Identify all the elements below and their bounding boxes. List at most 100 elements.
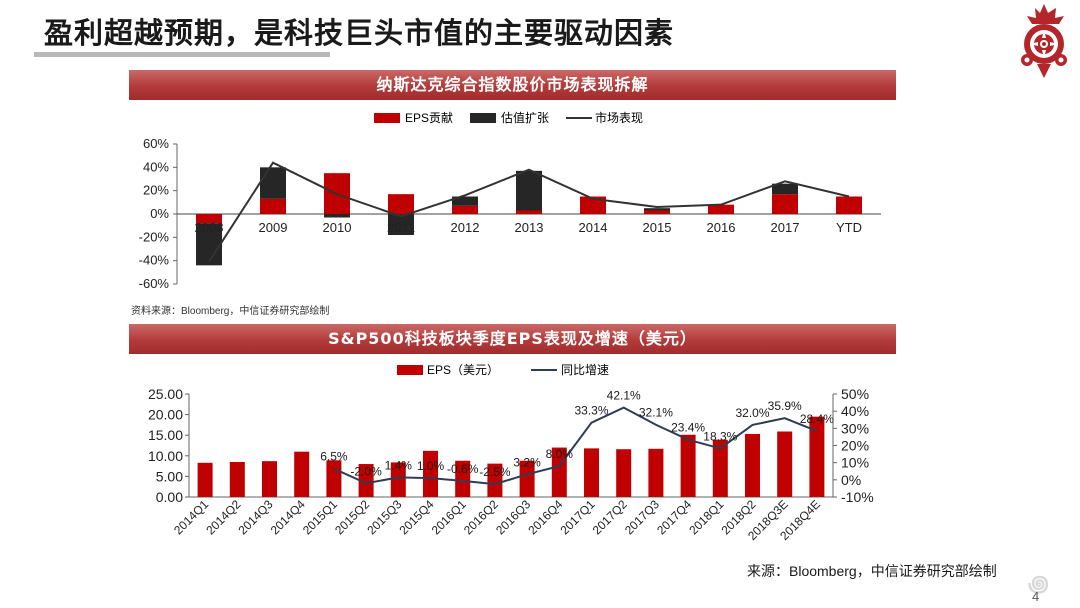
y-tick-label: 10.00 xyxy=(148,448,183,464)
yoy-data-label: 35.9% xyxy=(768,399,802,413)
yoy-data-label: 42.1% xyxy=(607,389,641,403)
yoy-data-label: -0.6% xyxy=(447,462,479,476)
y2-tick-label: 0% xyxy=(841,472,861,488)
legend-valuation-swatch xyxy=(470,113,496,123)
yoy-data-label: 18.3% xyxy=(703,429,737,443)
yoy-data-label: 8.0% xyxy=(546,447,574,461)
x-tick-label: 2016Q4 xyxy=(525,497,565,537)
x-tick-label: 2009 xyxy=(259,220,288,235)
x-tick-label: 2017Q2 xyxy=(590,497,630,537)
x-tick-label: 2014 xyxy=(579,220,608,235)
legend-eps-usd-label: EPS（美元） xyxy=(427,363,499,377)
eps-contribution-bar xyxy=(772,194,798,214)
legend-market-label: 市场表现 xyxy=(595,110,643,125)
eps-bar xyxy=(262,461,277,497)
x-tick-label: 2016 xyxy=(707,220,736,235)
yoy-data-label: 1.0% xyxy=(417,459,445,473)
eps-bar xyxy=(648,448,664,497)
watermark: ꩜ xyxy=(1028,571,1049,596)
crown-logo-icon xyxy=(1021,4,1067,78)
eps-bar xyxy=(390,462,406,497)
eps-bar xyxy=(745,433,760,497)
x-tick-label: YTD xyxy=(836,220,862,235)
x-tick-label: 2017Q3 xyxy=(622,497,662,537)
eps-bar xyxy=(197,462,213,497)
eps-contribution-bar xyxy=(644,210,670,214)
yoy-growth-line xyxy=(333,406,818,486)
x-tick-label: 2015Q2 xyxy=(332,497,372,537)
eps-bar xyxy=(229,461,245,497)
y-tick-label: 25.00 xyxy=(148,386,183,402)
eps-contribution-bar xyxy=(388,194,414,214)
y2-tick-label: 50% xyxy=(841,386,869,402)
valuation-expansion-bar xyxy=(644,208,670,211)
chart1-nasdaq-decomposition: EPS贡献 估值扩张 市场表现 60%40%20%0%-20%-40%-60% … xyxy=(139,110,881,291)
yoy-data-label: -2.5% xyxy=(479,465,511,479)
x-tick-label: 2017Q1 xyxy=(558,497,598,537)
eps-bar xyxy=(584,448,599,497)
y-tick-label: 20% xyxy=(143,183,169,198)
chart2-title-banner: S&P500科技板块季度EPS表现及增速（美元） xyxy=(129,324,896,354)
y-tick-label: -40% xyxy=(139,253,170,268)
x-tick-label: 2015Q1 xyxy=(300,497,340,537)
eps-bar xyxy=(680,434,696,497)
x-tick-label: 2015 xyxy=(643,220,672,235)
x-tick-label: 2014Q2 xyxy=(203,497,243,537)
yoy-data-label: 3.2% xyxy=(513,455,541,469)
legend-eps-usd-swatch xyxy=(397,365,423,375)
eps-contribution-bar xyxy=(196,214,222,224)
x-tick-label: 2012 xyxy=(451,220,480,235)
x-tick-label: 2008 xyxy=(195,220,224,235)
y-tick-label: 40% xyxy=(143,159,169,174)
x-tick-label: 2016Q3 xyxy=(493,497,533,537)
yoy-data-label: 6.5% xyxy=(320,450,348,464)
yoy-data-label: 23.4% xyxy=(671,421,705,435)
eps-bar xyxy=(487,463,503,497)
x-tick-label: 2017 xyxy=(771,220,800,235)
x-tick-label: 2015Q4 xyxy=(397,497,437,537)
eps-bar xyxy=(777,431,793,497)
yoy-data-label: 28.4% xyxy=(800,412,834,426)
legend-eps-label: EPS贡献 xyxy=(405,110,453,125)
eps-bar xyxy=(519,460,535,497)
valuation-expansion-bar xyxy=(772,183,798,195)
y-tick-label: 5.00 xyxy=(156,468,183,484)
yoy-data-label: 32.1% xyxy=(639,406,673,420)
x-tick-label: 2018Q1 xyxy=(686,497,726,537)
eps-contribution-bar xyxy=(580,196,606,214)
valuation-expansion-bar xyxy=(196,223,222,266)
title-underline xyxy=(34,52,330,57)
eps-bar xyxy=(809,416,825,497)
eps-contribution-bar xyxy=(708,204,734,214)
valuation-expansion-bar xyxy=(516,170,542,211)
legend-yoy-label: 同比增速 xyxy=(561,363,609,377)
slide-title: 盈利超越预期，是科技巨头市值的主要驱动因素 xyxy=(44,16,675,50)
y2-tick-label: 10% xyxy=(841,455,869,471)
chart1-title-banner: 纳斯达克综合指数股价市场表现拆解 xyxy=(129,70,896,100)
page-number: 4 xyxy=(1032,589,1040,604)
legend-eps-swatch xyxy=(374,113,400,123)
y-tick-label: 0.00 xyxy=(156,489,183,505)
eps-contribution-bar xyxy=(260,198,286,214)
eps-bar xyxy=(326,460,342,497)
y2-tick-label: 30% xyxy=(841,420,869,436)
x-tick-label: 2013 xyxy=(515,220,544,235)
eps-bar xyxy=(423,450,438,497)
eps-bar xyxy=(294,451,310,497)
y-tick-label: 60% xyxy=(143,136,169,151)
x-tick-label: 2016Q1 xyxy=(429,497,469,537)
y-tick-label: -60% xyxy=(139,276,170,291)
y-tick-label: 20.00 xyxy=(148,407,183,423)
footer-source: 来源：Bloomberg，中信证券研究部绘制 xyxy=(747,563,997,579)
valuation-expansion-bar xyxy=(260,167,286,199)
y2-tick-label: -10% xyxy=(841,489,874,505)
market-performance-line xyxy=(208,161,850,263)
chart2-sp500-tech-eps: EPS（美元） 同比增速 25.00 20.00 15.00 10.00 5.00 0.0… xyxy=(148,363,874,543)
eps-bar xyxy=(358,464,374,497)
x-tick-label: 2011 xyxy=(387,220,415,235)
eps-contribution-bar xyxy=(516,210,542,214)
x-tick-label: 2010 xyxy=(323,220,352,235)
eps-bar xyxy=(712,439,728,497)
chart1-legend: EPS贡献 估值扩张 市场表现 xyxy=(374,110,643,125)
yoy-data-label: 32.0% xyxy=(735,406,769,420)
